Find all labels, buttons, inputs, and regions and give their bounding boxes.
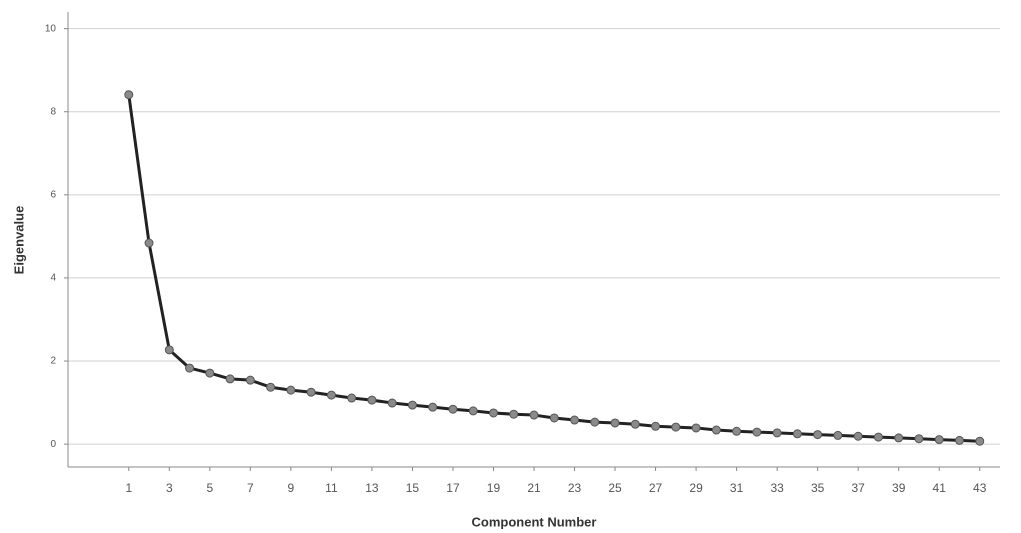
x-tick-label: 13 — [365, 481, 379, 495]
data-point — [854, 432, 862, 440]
x-tick-label: 1 — [125, 481, 132, 495]
x-tick-label: 29 — [689, 481, 703, 495]
data-point — [976, 437, 984, 445]
x-tick-label: 21 — [527, 481, 541, 495]
data-point — [874, 433, 882, 441]
x-tick-label: 9 — [288, 481, 295, 495]
data-point — [327, 391, 335, 399]
data-point — [267, 383, 275, 391]
data-point — [895, 434, 903, 442]
data-point — [550, 414, 558, 422]
y-tick-label: 4 — [50, 273, 56, 284]
data-point — [753, 428, 761, 436]
x-tick-label: 27 — [649, 481, 663, 495]
x-tick-label: 23 — [568, 481, 582, 495]
data-point — [712, 426, 720, 434]
data-point — [834, 431, 842, 439]
data-point — [307, 388, 315, 396]
x-tick-label: 33 — [770, 481, 784, 495]
data-point — [449, 405, 457, 413]
data-point — [733, 427, 741, 435]
data-point — [935, 436, 943, 444]
data-point — [408, 401, 416, 409]
x-tick-label: 41 — [933, 481, 947, 495]
data-point — [814, 431, 822, 439]
x-tick-label: 43 — [973, 481, 987, 495]
data-point — [652, 422, 660, 430]
data-point — [915, 435, 923, 443]
x-tick-label: 25 — [608, 481, 622, 495]
x-tick-label: 11 — [325, 481, 338, 495]
data-point — [368, 396, 376, 404]
x-tick-label: 15 — [406, 481, 420, 495]
data-point — [631, 420, 639, 428]
data-point — [186, 364, 194, 372]
x-tick-label: 39 — [892, 481, 906, 495]
data-point — [165, 346, 173, 354]
x-tick-label: 35 — [811, 481, 825, 495]
data-point — [469, 407, 477, 415]
data-point — [571, 416, 579, 424]
chart: Component Number Eigenvalue 024681013579… — [0, 0, 1021, 533]
data-point — [125, 91, 133, 99]
data-point — [692, 424, 700, 432]
x-tick-label: 17 — [446, 481, 460, 495]
data-point — [510, 410, 518, 418]
data-point — [591, 418, 599, 426]
data-point — [145, 239, 153, 247]
data-point — [793, 430, 801, 438]
data-point — [226, 375, 234, 383]
data-point — [429, 403, 437, 411]
series-line — [129, 95, 980, 442]
y-axis-title: Eigenvalue — [11, 206, 26, 275]
data-point — [287, 386, 295, 394]
data-point — [955, 436, 963, 444]
y-tick-label: 0 — [50, 439, 56, 450]
data-point — [246, 376, 254, 384]
data-point — [672, 423, 680, 431]
data-point — [489, 409, 497, 417]
data-point — [206, 369, 214, 377]
x-tick-label: 31 — [730, 481, 744, 495]
x-tick-label: 5 — [206, 481, 213, 495]
x-axis-title: Component Number — [472, 514, 597, 529]
x-tick-label: 37 — [851, 481, 865, 495]
y-tick-label: 10 — [45, 23, 57, 34]
data-point — [611, 419, 619, 427]
x-tick-label: 7 — [247, 481, 254, 495]
y-tick-label: 2 — [50, 356, 56, 367]
data-point — [388, 399, 396, 407]
x-tick-label: 19 — [487, 481, 501, 495]
data-point — [530, 411, 538, 419]
y-tick-label: 8 — [50, 106, 56, 117]
y-tick-label: 6 — [50, 189, 56, 200]
data-point — [773, 429, 781, 437]
x-tick-label: 3 — [166, 481, 173, 495]
data-point — [348, 394, 356, 402]
